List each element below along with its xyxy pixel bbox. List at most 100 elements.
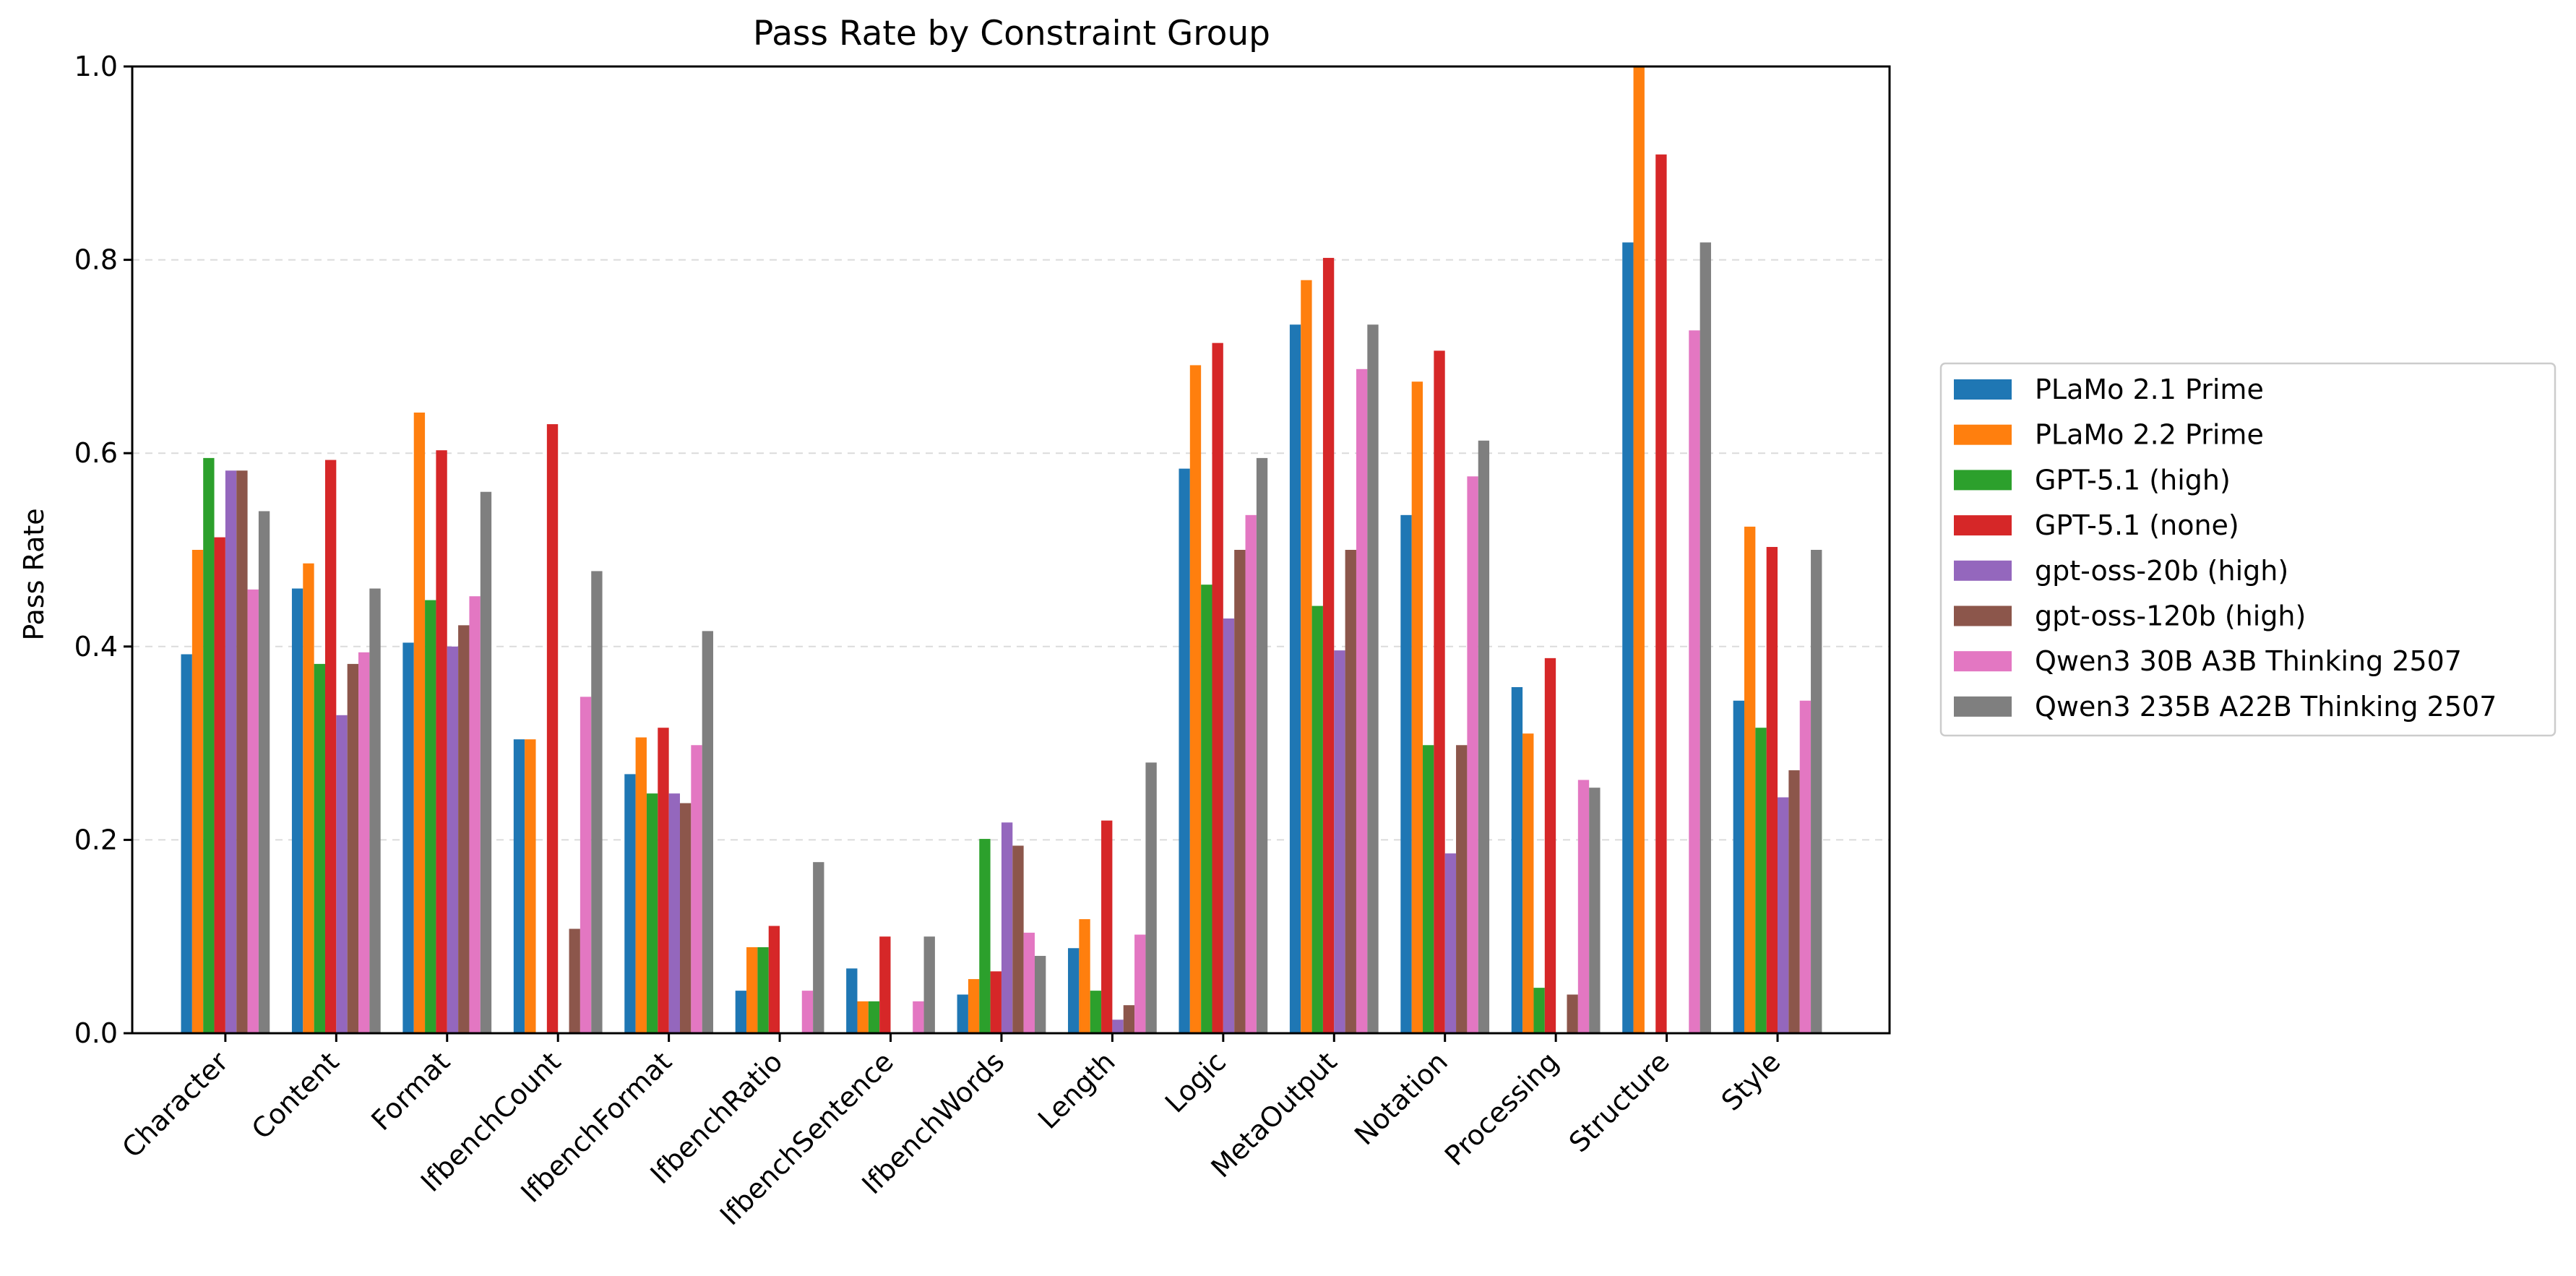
- bar-style-series-4: [1766, 546, 1778, 1033]
- bar-metaoutput-series-2: [1301, 280, 1312, 1033]
- bar-processing-series-3: [1533, 988, 1545, 1033]
- bar-ifbenchratio-series-1: [735, 991, 747, 1033]
- y-tick-label: 0.4: [74, 631, 118, 663]
- legend-swatch-1: [1954, 379, 2012, 400]
- bar-notation-series-5: [1444, 853, 1457, 1033]
- legend-label-2: PLaMo 2.2 Prime: [2035, 419, 2264, 451]
- bar-structure-series-4: [1655, 154, 1667, 1033]
- bar-ifbenchsentence-series-4: [879, 936, 891, 1033]
- bar-ifbenchcount-series-2: [525, 739, 536, 1033]
- bar-content-series-1: [291, 588, 303, 1033]
- bar-ifbenchwords-series-6: [1012, 845, 1024, 1033]
- bar-logic-series-6: [1234, 550, 1246, 1033]
- bar-ifbenchratio-series-3: [757, 947, 769, 1033]
- bar-length-series-3: [1090, 991, 1102, 1033]
- legend-swatch-2: [1954, 424, 2012, 445]
- bar-notation-series-6: [1456, 745, 1468, 1033]
- legend-label-1: PLaMo 2.1 Prime: [2035, 374, 2264, 405]
- legend-swatch-8: [1954, 696, 2012, 717]
- legend-swatch-5: [1954, 560, 2012, 581]
- bar-format-series-7: [469, 596, 481, 1033]
- bar-metaoutput-series-8: [1367, 324, 1379, 1034]
- bar-style-series-8: [1811, 550, 1822, 1033]
- bar-logic-series-1: [1179, 468, 1190, 1033]
- bar-character-series-3: [203, 457, 215, 1033]
- bar-ifbenchwords-series-3: [979, 839, 991, 1033]
- legend-frame: [1939, 362, 2556, 737]
- bar-length-series-8: [1145, 762, 1157, 1033]
- bar-style-series-7: [1799, 700, 1812, 1033]
- bar-length-series-1: [1068, 948, 1080, 1033]
- bar-character-series-1: [181, 654, 192, 1033]
- bar-format-series-2: [413, 413, 426, 1033]
- bar-ifbenchratio-series-8: [813, 862, 824, 1033]
- bar-character-series-6: [236, 470, 248, 1033]
- bar-ifbenchcount-series-1: [513, 739, 525, 1033]
- legend-swatch-3: [1954, 470, 2012, 491]
- y-tick-label: 0.2: [74, 824, 118, 855]
- bar-style-series-3: [1755, 728, 1767, 1033]
- bar-ifbenchformat-series-3: [646, 793, 658, 1033]
- bar-format-series-3: [425, 600, 436, 1033]
- legend-label-6: gpt-oss-120b (high): [2035, 600, 2306, 632]
- bar-content-series-7: [358, 652, 370, 1033]
- bar-ifbenchratio-series-7: [801, 991, 814, 1033]
- legend-swatch-7: [1954, 651, 2012, 672]
- bar-ifbenchformat-series-8: [702, 631, 714, 1033]
- bar-notation-series-1: [1400, 514, 1412, 1033]
- bar-ifbenchratio-series-2: [746, 947, 758, 1033]
- bar-style-series-1: [1733, 700, 1744, 1033]
- bar-ifbenchwords-series-7: [1023, 932, 1035, 1033]
- bar-logic-series-3: [1201, 585, 1212, 1033]
- bar-structure-series-1: [1622, 242, 1634, 1033]
- bar-content-series-6: [347, 663, 359, 1033]
- bar-processing-series-8: [1589, 788, 1601, 1033]
- legend-label-3: GPT-5.1 (high): [2035, 464, 2231, 496]
- bar-notation-series-3: [1423, 745, 1434, 1033]
- legend-label-8: Qwen3 235B A22B Thinking 2507: [2035, 691, 2497, 723]
- legend: PLaMo 2.1 Prime PLaMo 2.2 Prime GPT-5.1 (h…: [1939, 362, 2556, 737]
- legend-label-5: gpt-oss-20b (high): [2035, 555, 2288, 587]
- bar-ifbenchformat-series-5: [668, 793, 680, 1033]
- bar-ifbenchcount-series-8: [591, 571, 603, 1033]
- bar-metaoutput-series-3: [1311, 605, 1323, 1033]
- y-tick-label: 1.0: [74, 51, 118, 82]
- bar-ifbenchwords-series-8: [1034, 955, 1046, 1033]
- bar-content-series-5: [336, 715, 348, 1033]
- legend-swatch-6: [1954, 605, 2012, 626]
- bar-character-series-8: [258, 511, 270, 1033]
- bar-character-series-4: [214, 537, 225, 1033]
- bar-structure-series-8: [1700, 242, 1711, 1033]
- bar-ifbenchformat-series-6: [679, 803, 692, 1033]
- bar-ifbenchwords-series-4: [990, 971, 1001, 1033]
- bar-logic-series-8: [1256, 457, 1268, 1033]
- bar-ifbenchsentence-series-3: [868, 1001, 880, 1033]
- bar-format-series-6: [458, 625, 470, 1033]
- bar-length-series-5: [1112, 1019, 1124, 1033]
- y-axis-label: Pass Rate: [18, 508, 50, 640]
- bar-format-series-1: [402, 642, 414, 1033]
- bar-ifbenchsentence-series-2: [857, 1001, 869, 1033]
- y-axis: 0.0 0.2 0.4 0.6 0.8 1.0: [74, 51, 132, 1049]
- bar-style-series-2: [1744, 526, 1756, 1033]
- bar-metaoutput-series-1: [1289, 324, 1301, 1034]
- bar-ifbenchratio-series-4: [768, 926, 780, 1033]
- plot-area-frame: [131, 65, 1891, 1035]
- bar-style-series-6: [1788, 770, 1800, 1033]
- bar-content-series-8: [369, 588, 381, 1033]
- bar-processing-series-2: [1522, 733, 1534, 1033]
- bar-length-series-4: [1101, 820, 1113, 1033]
- bar-length-series-6: [1123, 1005, 1135, 1033]
- bar-style-series-5: [1778, 797, 1789, 1033]
- chart-title: Pass Rate by Constraint Group: [753, 14, 1270, 53]
- bar-ifbenchwords-series-5: [1001, 822, 1013, 1033]
- legend-label-7: Qwen3 30B A3B Thinking 2507: [2035, 645, 2462, 677]
- y-tick-label: 0.8: [74, 244, 118, 276]
- bar-length-series-2: [1079, 919, 1090, 1033]
- bar-ifbenchcount-series-6: [569, 928, 580, 1033]
- bar-notation-series-2: [1411, 381, 1423, 1033]
- bar-metaoutput-series-5: [1334, 650, 1345, 1033]
- bar-ifbenchcount-series-7: [580, 697, 592, 1033]
- bar-content-series-3: [314, 663, 325, 1033]
